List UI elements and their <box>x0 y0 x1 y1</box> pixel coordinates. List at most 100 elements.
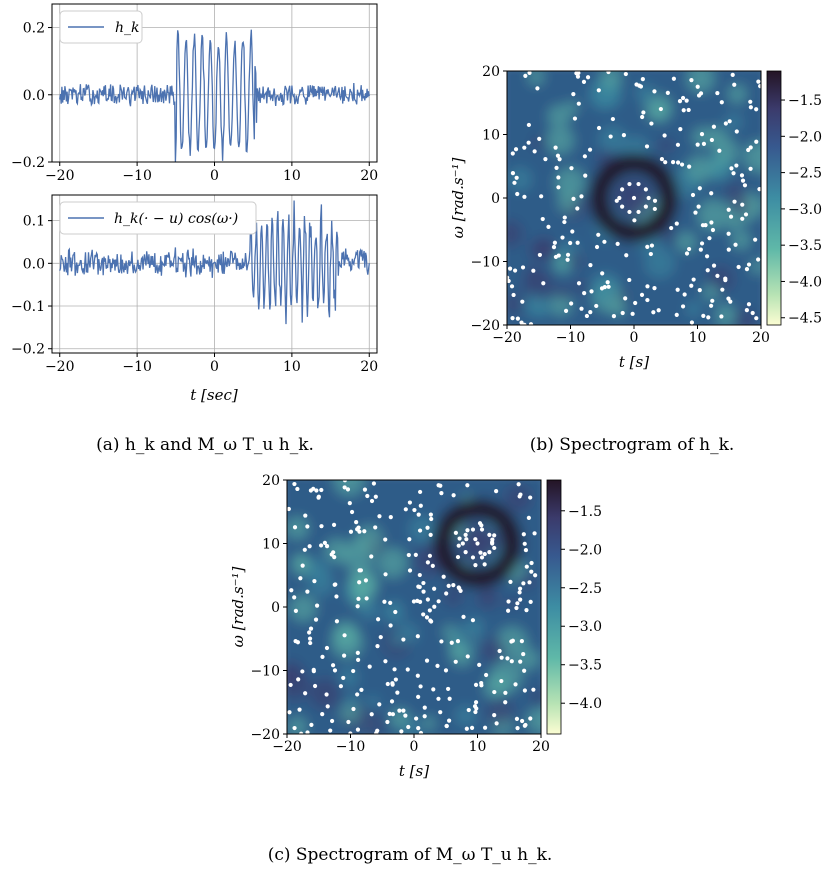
zero-point <box>308 626 314 631</box>
zero-point <box>717 148 722 153</box>
zero-point <box>507 275 510 280</box>
zero-point <box>362 487 368 492</box>
zero-point <box>300 563 305 568</box>
zero-point <box>417 528 423 533</box>
zero-point <box>355 650 360 655</box>
tick-label-x: 10 <box>469 739 487 755</box>
heatmap-blob <box>486 698 514 726</box>
zero-point <box>383 572 388 577</box>
panel-c-colorbar <box>546 479 562 735</box>
zero-point <box>645 284 650 289</box>
zero-point <box>329 552 334 557</box>
zero-point <box>428 512 433 517</box>
zero-point <box>565 257 570 262</box>
zero-point <box>473 563 478 568</box>
heatmap-blob <box>324 538 350 564</box>
zero-point <box>356 596 361 601</box>
zero-point <box>517 586 523 591</box>
zero-point <box>298 576 303 581</box>
tick-label-x: −10 <box>336 739 366 755</box>
zero-point <box>707 236 712 241</box>
zero-point <box>574 71 579 76</box>
zero-point <box>392 667 397 672</box>
colorbar-tick-label: −1.5 <box>788 93 822 109</box>
zero-point <box>523 547 529 553</box>
zero-point <box>382 599 387 604</box>
heatmap-blob <box>568 252 584 269</box>
zero-point <box>526 122 532 128</box>
zero-point <box>723 121 728 126</box>
colorbar-tick-label: −2.0 <box>568 542 602 558</box>
zero-point <box>680 304 686 309</box>
heatmap-blob <box>600 71 622 89</box>
zero-point <box>342 480 348 483</box>
zero-point <box>698 247 703 252</box>
zero-point <box>520 718 525 724</box>
heatmap-blob <box>712 137 739 165</box>
panel-b-heatmap <box>507 71 761 325</box>
zero-point <box>546 224 551 229</box>
zero-point <box>524 564 529 569</box>
zero-point <box>311 486 316 491</box>
zero-point <box>588 263 593 268</box>
zero-point <box>319 524 324 529</box>
zero-point <box>348 731 353 734</box>
zero-point <box>302 547 307 552</box>
heatmap-blob <box>565 101 579 114</box>
zero-point <box>436 696 441 701</box>
tick-label-x: 0 <box>210 168 219 184</box>
heatmap-blob <box>366 695 380 709</box>
zero-point <box>473 700 479 705</box>
zero-point <box>436 599 441 604</box>
zero-point <box>359 687 364 692</box>
zero-point <box>514 175 519 180</box>
zero-point <box>482 562 487 567</box>
colorbar-tick-label: −3.0 <box>788 202 822 218</box>
zero-point <box>373 494 378 499</box>
heatmap-blob <box>598 126 626 154</box>
zero-point <box>383 659 388 664</box>
zero-point <box>325 704 330 709</box>
zero-point <box>576 281 582 286</box>
energy-ring <box>432 498 523 589</box>
heatmap-blob <box>554 167 586 198</box>
zero-point <box>605 280 610 285</box>
zero-point <box>406 552 411 558</box>
zero-point <box>438 710 443 715</box>
zero-point <box>684 98 689 103</box>
zero-point <box>512 268 518 273</box>
zero-point <box>378 635 383 640</box>
zero-point <box>522 541 527 546</box>
zero-point <box>320 712 325 717</box>
zero-point <box>365 493 370 499</box>
zero-point <box>576 101 581 106</box>
zero-point <box>383 537 388 542</box>
zero-point <box>332 668 338 673</box>
zero-point <box>373 525 378 530</box>
heatmap-blob <box>287 716 308 734</box>
zero-point <box>503 700 508 705</box>
zero-point <box>540 216 545 222</box>
zero-point <box>515 601 520 606</box>
zero-point <box>499 655 504 660</box>
zero-point <box>582 291 587 296</box>
zero-point <box>579 306 584 311</box>
tick-label-x: 20 <box>360 168 378 184</box>
zero-point <box>677 99 683 104</box>
zero-point <box>356 657 361 663</box>
zero-point <box>522 145 527 150</box>
heatmap-blob <box>731 230 751 250</box>
zero-point <box>447 718 452 723</box>
zero-point <box>746 262 752 267</box>
zero-point <box>456 585 461 590</box>
zero-point <box>341 675 346 681</box>
colorbar-tick-label: −3.0 <box>568 619 602 635</box>
zero-point <box>390 712 396 717</box>
zero-point <box>695 142 700 147</box>
zero-point <box>531 687 536 692</box>
zero-point <box>515 191 520 197</box>
heatmap-blob <box>444 587 463 606</box>
zero-point <box>571 92 576 97</box>
